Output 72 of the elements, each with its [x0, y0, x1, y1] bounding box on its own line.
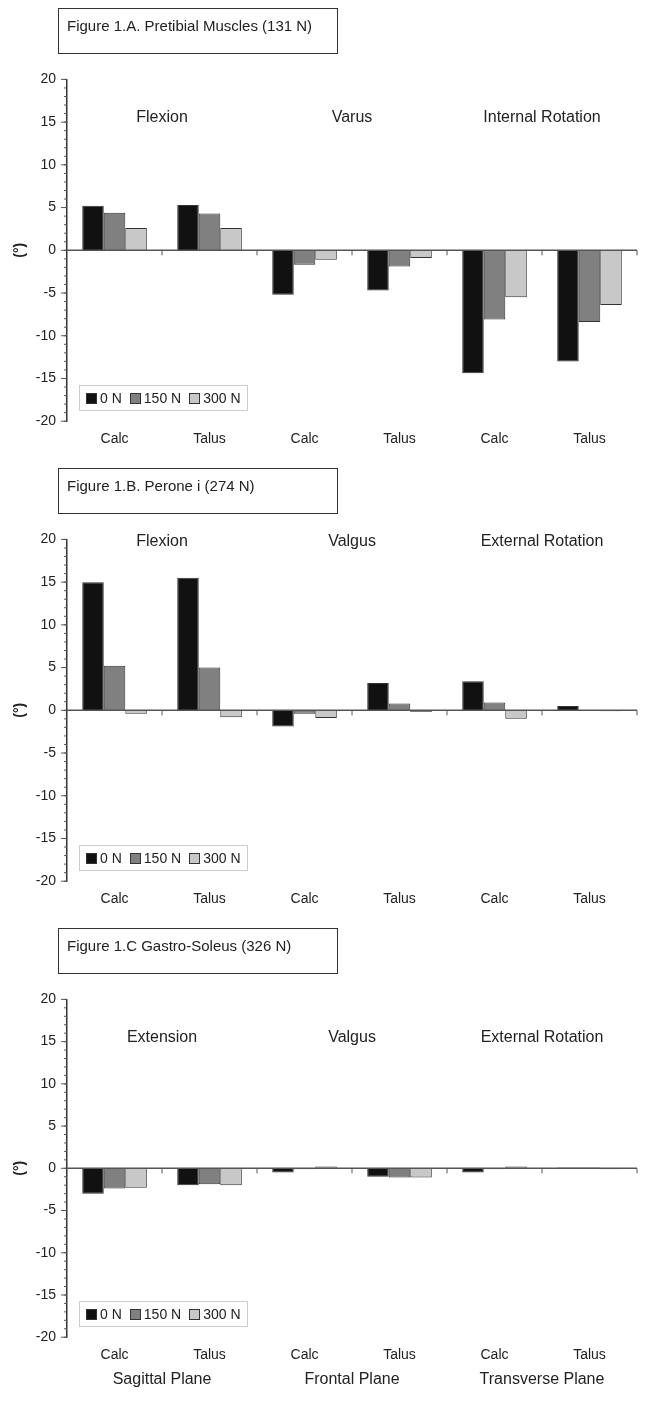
legend-label: 150 N	[143, 850, 182, 867]
x-tick-label: Talus	[383, 430, 416, 447]
y-tick-label: -5	[43, 1201, 57, 1218]
y-tick-label: -5	[43, 743, 57, 760]
x-tick-label: Calc	[290, 890, 319, 907]
y-tick-label: 20	[40, 990, 57, 1007]
y-tick-label: -15	[35, 829, 57, 846]
y-tick-label: -10	[35, 326, 57, 343]
annotation: Internal Rotation	[483, 108, 601, 126]
annotation: Flexion	[136, 108, 188, 126]
chart-title: Figure 1.A. Pretibial Muscles (131 N)	[58, 8, 338, 54]
y-tick-label: -15	[35, 1285, 57, 1302]
x-tick-label: Talus	[573, 890, 606, 907]
y-tick-label: 10	[40, 155, 57, 172]
text: Frontal Plane	[304, 1369, 400, 1387]
legend-label: 150 N	[143, 390, 182, 407]
text: Sagittal Plane	[112, 1369, 212, 1387]
y-tick-label: 15	[40, 572, 57, 589]
x-tick-label: Calc	[480, 890, 509, 907]
annotation: Extension	[126, 1027, 198, 1045]
y-axis-title: (°)	[11, 1160, 28, 1176]
y-tick-label: 20	[40, 530, 57, 547]
legend-label: 300 N	[203, 1306, 241, 1323]
y-tick-label: 0	[48, 1159, 57, 1176]
y-axis-title: (°)	[11, 242, 28, 258]
legend-label: 0 N	[100, 1306, 122, 1323]
x-tick-label: Calc	[290, 430, 319, 447]
chart-title: Figure 1.B. Perone i (274 N)	[58, 468, 338, 514]
y-tick-label: 20	[40, 70, 57, 87]
y-tick-label: -15	[35, 369, 57, 386]
y-tick-label: -5	[43, 283, 57, 300]
x-tick-label: Talus	[193, 430, 226, 447]
x-tick-label: Talus	[573, 430, 606, 447]
y-tick-label: 5	[48, 198, 57, 215]
annotation: Valgus	[328, 531, 376, 549]
y-tick-label: 5	[48, 1116, 57, 1133]
legend-label: 0 N	[100, 390, 122, 407]
legend-label: 300 N	[203, 390, 241, 407]
x-tick-label: Talus	[383, 1346, 416, 1363]
y-axis-title: (°)	[11, 702, 28, 718]
x-tick-label: Talus	[383, 890, 416, 907]
legend-label: 300 N	[203, 850, 241, 867]
y-tick-label: 5	[48, 658, 57, 675]
y-tick-label: -10	[35, 786, 57, 803]
y-tick-label: -20	[35, 1328, 57, 1345]
x-tick-label: Talus	[193, 890, 226, 907]
y-tick-label: 10	[40, 615, 57, 632]
annotation: Flexion	[136, 531, 188, 549]
y-tick-label: -20	[35, 872, 57, 889]
chart-title: Figure 1.C Gastro-Soleus (326 N)	[58, 928, 338, 974]
legend-label: 150 N	[143, 1306, 182, 1323]
annotation: Varus	[331, 108, 373, 126]
x-tick-label: Calc	[290, 1346, 319, 1363]
y-tick-label: 10	[40, 1074, 57, 1091]
y-tick-label: -10	[35, 1243, 57, 1260]
y-tick-label: 0	[48, 241, 57, 258]
y-tick-label: 0	[48, 701, 57, 718]
legend-label: 0 N	[100, 850, 122, 867]
y-tick-label: -20	[35, 412, 57, 429]
x-tick-label: Calc	[100, 1346, 129, 1363]
annotation: External Rotation	[480, 531, 604, 549]
x-tick-label: Calc	[480, 1346, 509, 1363]
annotation: External Rotation	[480, 1027, 604, 1045]
annotation: Valgus	[328, 1027, 376, 1045]
x-tick-label: Talus	[193, 1346, 226, 1363]
text: Transverse Plane	[479, 1369, 605, 1387]
x-tick-label: Calc	[100, 890, 129, 907]
x-tick-label: Talus	[573, 1346, 606, 1363]
x-tick-label: Calc	[100, 430, 129, 447]
y-tick-label: 15	[40, 1032, 57, 1049]
y-tick-label: 15	[40, 112, 57, 129]
x-tick-label: Calc	[480, 430, 509, 447]
